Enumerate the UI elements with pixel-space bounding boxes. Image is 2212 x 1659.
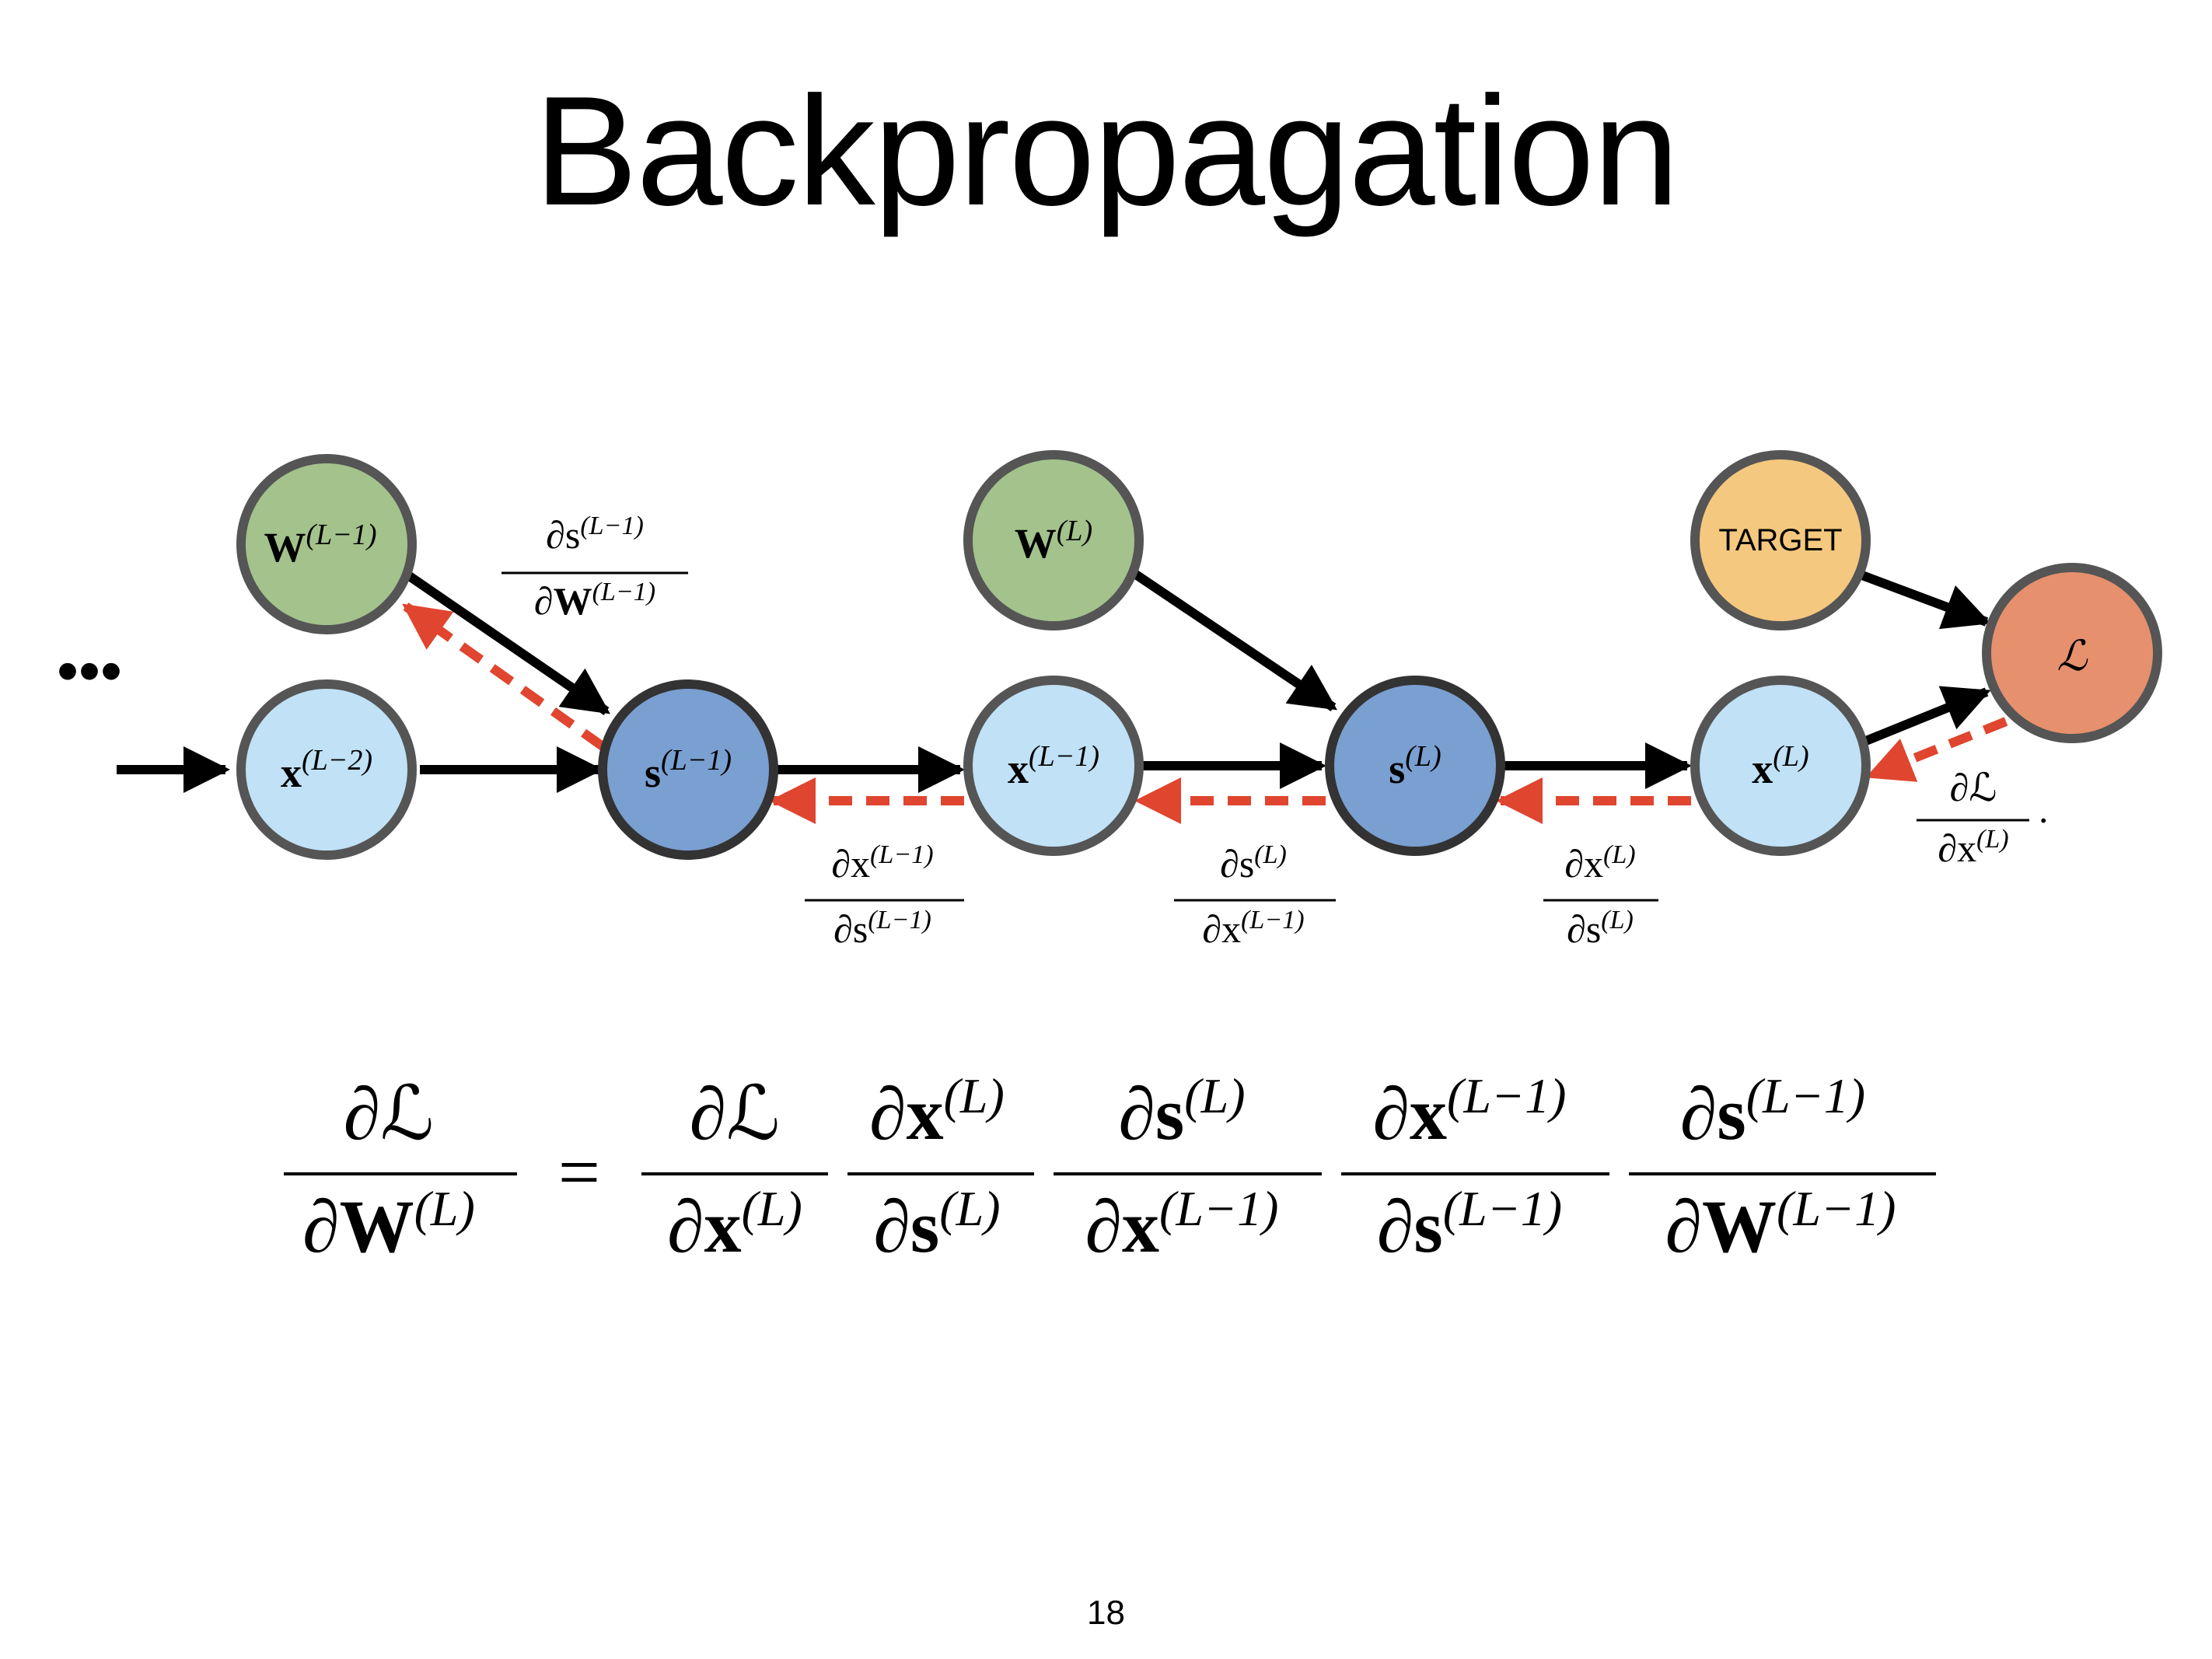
forward-arrow-w-lm1-to-s-lm1 (405, 571, 610, 715)
svg-text:.: . (2039, 788, 2049, 831)
node-s-lm1-main: s (645, 749, 661, 796)
edge-label-ds-dw-lm1: ∂s(L−1) ∂W(L−1) (501, 512, 688, 623)
node-w-l-sup: (L) (1057, 515, 1092, 547)
backward-arrows (402, 602, 2008, 824)
equation-term-2: ∂x(L) ∂s(L) (847, 1068, 1034, 1268)
node-s-l-main: s (1389, 746, 1405, 792)
node-w-l: W(L) (963, 450, 1144, 630)
svg-text:∂x(L−1): ∂x(L−1) (1085, 1181, 1279, 1268)
equation-term-4: ∂x(L−1) ∂s(L−1) (1341, 1068, 1609, 1268)
node-w-l-main: W (1015, 520, 1057, 567)
svg-text:∂s(L): ∂s(L) (1567, 906, 1634, 951)
slide-title: Backpropagation (533, 65, 1679, 238)
svg-text:∂s(L): ∂s(L) (1118, 1068, 1245, 1155)
chain-rule-equation: ∂ℒ ∂W(L) = ∂ℒ ∂x(L) ∂x(L) ∂s(L) ∂s(L) ∂x… (284, 1068, 1936, 1268)
svg-text:∂W(L): ∂W(L) (302, 1181, 475, 1268)
node-s-l-sup: (L) (1405, 740, 1441, 773)
node-loss: ℒ (1982, 563, 2162, 743)
svg-text:∂s(L): ∂s(L) (1220, 840, 1287, 885)
node-w-lm1: W(L−1) (236, 454, 417, 634)
equation-term-3: ∂s(L) ∂x(L−1) (1054, 1068, 1322, 1268)
svg-text:x(L−2): x(L−2) (281, 744, 372, 796)
node-loss-label: ℒ (2057, 633, 2088, 679)
node-x-l-main: x (1752, 746, 1773, 792)
node-s-lm1: s(L−1) (598, 679, 778, 860)
equation-term-1: ∂ℒ ∂x(L) (641, 1072, 828, 1268)
backward-arrow-s-lm1-to-w-lm1 (402, 602, 606, 750)
svg-text:∂ℒ: ∂ℒ (690, 1072, 781, 1155)
node-x-lm1: x(L−1) (963, 676, 1144, 856)
node-s-l: s(L) (1325, 676, 1505, 856)
edge-label-dx-ds-l: ∂x(L) ∂s(L) (1543, 840, 1658, 951)
forward-arrow-x-l-to-loss (1860, 686, 1991, 747)
svg-text:∂s(L): ∂s(L) (873, 1181, 1000, 1268)
equation-equals: = (558, 1130, 600, 1214)
svg-text:∂ℒ: ∂ℒ (344, 1072, 435, 1155)
svg-text:x(L−1): x(L−1) (1008, 740, 1099, 792)
forward-arrow-target-to-loss (1860, 571, 1991, 630)
svg-text:s(L−1): s(L−1) (645, 744, 732, 796)
page-number: 18 (1087, 1594, 1125, 1632)
node-w-lm1-main: W (264, 524, 306, 571)
node-target-label: TARGET (1718, 523, 1842, 557)
svg-text:x(L): x(L) (1752, 740, 1808, 792)
edge-label-dx-ds-lm1: ∂x(L−1) ∂s(L−1) (805, 840, 964, 951)
svg-text:∂ℒ: ∂ℒ (1950, 766, 1997, 809)
edge-label-dL-dx-l: ∂ℒ ∂x(L) . (1917, 766, 2049, 870)
svg-text:∂x(L−1): ∂x(L−1) (1373, 1068, 1567, 1155)
equation-lhs: ∂ℒ ∂W(L) (284, 1072, 517, 1268)
ellipsis-marker: ••• (57, 636, 122, 705)
svg-text:∂s(L−1): ∂s(L−1) (546, 512, 644, 557)
node-x-lm2: x(L−2) (236, 679, 417, 860)
svg-text:∂x(L): ∂x(L) (667, 1181, 802, 1268)
svg-text:s(L): s(L) (1389, 740, 1441, 792)
equation-term-5: ∂s(L−1) ∂W(L−1) (1629, 1068, 1936, 1268)
node-x-lm2-main: x (281, 749, 302, 796)
node-x-lm2-sup: (L−2) (302, 744, 372, 777)
svg-text:∂x(L): ∂x(L) (1938, 825, 2008, 870)
svg-text:∂W(L−1): ∂W(L−1) (534, 578, 655, 623)
svg-text:∂s(L−1): ∂s(L−1) (1680, 1068, 1865, 1155)
backward-arrow-loss-to-x-l (1865, 717, 2008, 782)
node-x-l: x(L) (1690, 676, 1871, 856)
svg-text:∂W(L−1): ∂W(L−1) (1665, 1181, 1896, 1268)
edge-label-ds-dx-lm1: ∂s(L) ∂x(L−1) (1174, 840, 1336, 951)
forward-arrows (117, 568, 1991, 793)
svg-text:∂s(L−1): ∂s(L−1) (833, 906, 931, 951)
svg-text:W(L−1): W(L−1) (264, 519, 376, 571)
node-s-lm1-sup: (L−1) (661, 744, 732, 777)
node-w-lm1-sup: (L−1) (306, 519, 376, 551)
node-x-lm1-sup: (L−1) (1029, 740, 1099, 773)
svg-text:∂x(L−1): ∂x(L−1) (1202, 906, 1304, 951)
node-x-l-sup: (L) (1773, 740, 1808, 773)
node-x-lm1-main: x (1008, 746, 1029, 792)
svg-text:∂x(L): ∂x(L) (869, 1068, 1005, 1155)
svg-text:∂s(L−1): ∂s(L−1) (1377, 1181, 1562, 1268)
svg-text:∂x(L−1): ∂x(L−1) (831, 840, 933, 885)
forward-arrow-w-l-to-s-l (1128, 568, 1337, 711)
node-target: TARGET (1690, 450, 1871, 630)
svg-text:∂x(L): ∂x(L) (1564, 840, 1635, 885)
svg-text:W(L): W(L) (1015, 515, 1092, 567)
